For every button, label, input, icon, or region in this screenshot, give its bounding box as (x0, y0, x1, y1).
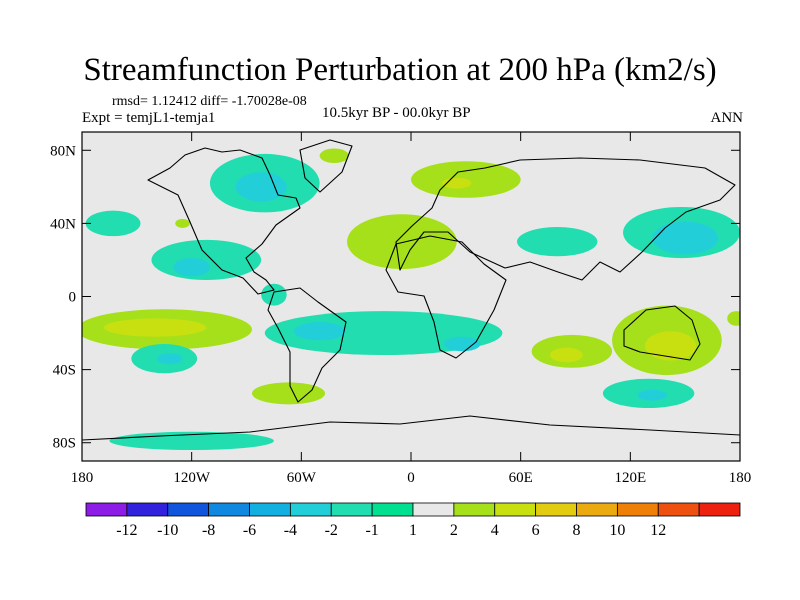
contour-region-29 (727, 311, 740, 326)
plot-background (82, 132, 740, 461)
colorbar-box-0 (85, 502, 128, 517)
colorbar-label-10: 6 (532, 522, 540, 539)
colorbar-box-5 (289, 502, 332, 517)
contour-region-3 (85, 210, 141, 237)
coastline-africa (385, 235, 507, 359)
contour-region-5 (151, 239, 262, 281)
contour-region-26 (637, 389, 667, 401)
coastline-eurasia (395, 157, 736, 281)
period-annotation: 10.5kyr BP - 00.0kyr BP (322, 105, 471, 121)
contour-region-2 (319, 148, 349, 164)
colorbar-label-6: -1 (365, 522, 378, 539)
contour-region-18 (443, 336, 481, 352)
colorbar-label-12: 10 (609, 522, 625, 539)
contour-region-6 (173, 258, 210, 277)
coastline-greenland (299, 139, 353, 193)
contour-region-8 (347, 214, 457, 270)
colorbar-label-4: -4 (284, 522, 297, 539)
x-tick-label-1: 120W (173, 470, 211, 486)
colorbar-label-1: -10 (157, 522, 178, 539)
x-tick-label-3: 0 (407, 470, 415, 486)
x-tick-label-4: 60E (509, 470, 533, 486)
contour-region-15 (103, 318, 207, 337)
contour-region-24 (644, 331, 697, 361)
colorbar-label-8: 2 (450, 522, 458, 539)
stats-annotation: rmsd= 1.12412 diff= -1.70028e-08 (112, 94, 307, 109)
colorbar-box-8 (412, 502, 455, 517)
colorbar-box-13 (616, 502, 659, 517)
contour-region-13 (652, 221, 719, 255)
experiment-annotation: Expt = temjL1-temja1 (82, 110, 216, 126)
y-tick-label-2: 0 (69, 290, 77, 306)
contour-region-7 (261, 283, 287, 306)
x-tick-label-5: 120E (614, 470, 646, 486)
season-annotation: ANN (710, 110, 744, 126)
colorbar-box-3 (208, 502, 250, 517)
colorbar-label-7: 1 (409, 522, 417, 539)
colorbar-label-2: -8 (202, 522, 215, 539)
colorbar-box-10 (494, 502, 537, 517)
chart-title: Streamfunction Perturbation at 200 hPa (… (83, 52, 717, 88)
contour-region-27 (251, 382, 326, 405)
colorbar-box-15 (698, 502, 741, 517)
coastline-australia (623, 305, 701, 361)
colorbar-box-11 (535, 502, 577, 517)
colorbar-label-11: 8 (573, 522, 581, 539)
contour-region-4 (175, 218, 190, 228)
contour-region-17 (294, 322, 346, 341)
contour-region-20 (156, 353, 183, 365)
x-tick-label-6: 180 (729, 470, 752, 486)
colorbar-label-5: -2 (325, 522, 338, 539)
colorbar-box-9 (453, 502, 496, 517)
coastline-south-america (267, 287, 347, 403)
y-tick-label-3: 40S (53, 363, 76, 379)
colorbar-box-12 (576, 502, 618, 517)
contour-region-22 (549, 347, 583, 363)
coastline-north-america (147, 147, 301, 295)
colorbar-label-13: 12 (650, 522, 666, 539)
colorbar-box-1 (126, 502, 169, 517)
colorbar-box-4 (249, 502, 291, 517)
colorbar-box-14 (657, 502, 700, 517)
colorbar-label-3: -6 (243, 522, 256, 539)
colorbar-box-7 (371, 502, 414, 517)
coastline-antarctica (82, 415, 740, 441)
contour-region-11 (517, 227, 598, 257)
contour-region-1 (235, 172, 287, 202)
y-tick-label-0: 80N (50, 143, 76, 159)
colorbar-box-6 (330, 502, 373, 517)
y-tick-label-4: 80S (53, 436, 76, 452)
x-tick-label-2: 60W (287, 470, 317, 486)
colorbar-box-2 (167, 502, 210, 517)
colorbar-label-9: 4 (491, 522, 499, 539)
x-tick-label-0: 180 (71, 470, 94, 486)
contour-region-16 (264, 311, 503, 355)
y-tick-label-1: 40N (50, 216, 76, 232)
colorbar-label-0: -12 (116, 522, 137, 539)
